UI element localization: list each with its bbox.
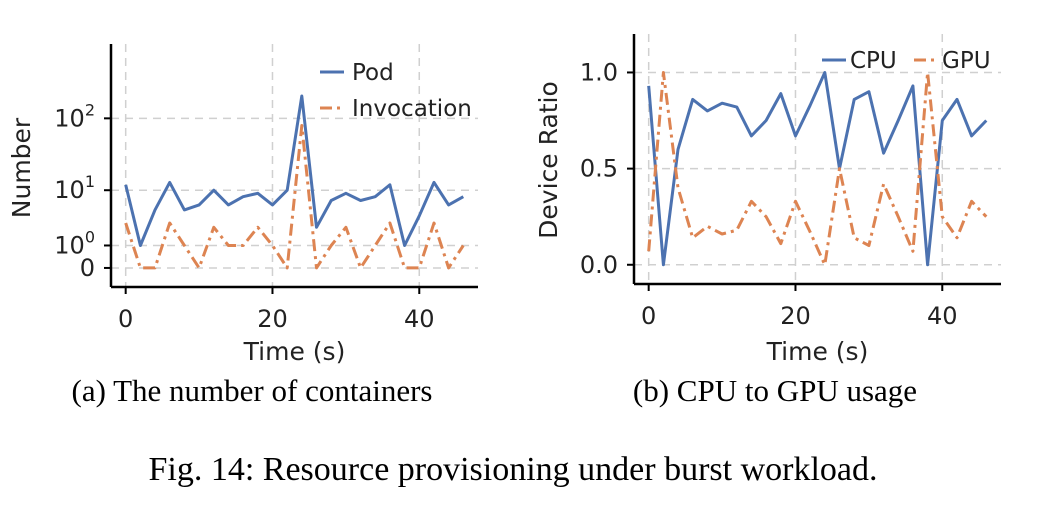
y-tick-label-exponent: 2 — [85, 100, 95, 119]
x-axis-label: Time (s) — [243, 337, 346, 366]
x-tick-label: 40 — [404, 305, 435, 333]
y-tick-label-base: 10 — [54, 176, 85, 204]
figure-caption: Fig. 14: Resource provisioning under bur… — [148, 451, 877, 488]
y-tick-label: 0.5 — [580, 155, 618, 183]
panel-a-caption: (a) The number of containers — [72, 373, 433, 408]
y-tick-label: 100 — [54, 227, 95, 259]
y-tick-label-base: 0 — [80, 254, 95, 282]
y-tick-label: 0 — [80, 254, 95, 282]
legend-label-invocation: Invocation — [352, 96, 472, 122]
y-tick-label: 101 — [54, 172, 95, 204]
x-tick-label: 20 — [257, 305, 288, 333]
legend-label-cpu: CPU — [850, 48, 897, 74]
x-tick-label: 0 — [118, 305, 133, 333]
y-tick-label-base: 10 — [54, 231, 85, 259]
legend-label-gpu: GPU — [942, 48, 991, 74]
y-axis-label: Device Ratio — [534, 81, 563, 239]
y-axis-label: Number — [7, 117, 36, 218]
series-line-cpu — [647, 71, 988, 267]
panel-b-caption: (b) CPU to GPU usage — [633, 373, 917, 408]
y-tick-label-exponent: 0 — [85, 227, 95, 246]
y-tick-label: 0.0 — [580, 251, 618, 279]
x-axis-label: Time (s) — [766, 337, 869, 366]
series-line-pod — [124, 94, 465, 247]
legend-label-pod: Pod — [352, 60, 394, 86]
x-tick-label: 20 — [780, 302, 811, 330]
x-tick-label: 0 — [641, 302, 656, 330]
x-tick-label: 40 — [927, 302, 958, 330]
y-tick-label: 102 — [54, 100, 95, 132]
series-line-invocation — [124, 124, 465, 270]
y-tick-label-base: 10 — [54, 104, 85, 132]
series-line-gpu — [647, 71, 988, 267]
y-tick-label: 1.0 — [580, 58, 618, 86]
y-tick-label-exponent: 1 — [85, 172, 95, 191]
panel-b-device-ratio: 0 20 40 0.0 0.5 1.0 Time (s) Device Ratio CPU GPU — [534, 34, 1001, 366]
